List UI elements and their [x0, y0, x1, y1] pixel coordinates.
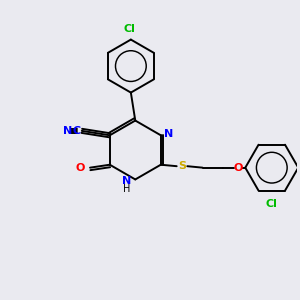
Text: N: N [164, 129, 174, 139]
Text: N: N [63, 126, 72, 136]
Text: O: O [233, 163, 243, 173]
Text: H: H [124, 184, 131, 194]
Text: O: O [76, 163, 85, 173]
Text: N: N [122, 176, 131, 186]
Text: Cl: Cl [266, 200, 278, 209]
Text: C: C [72, 126, 80, 136]
Text: Cl: Cl [124, 24, 135, 34]
Text: S: S [178, 161, 186, 171]
